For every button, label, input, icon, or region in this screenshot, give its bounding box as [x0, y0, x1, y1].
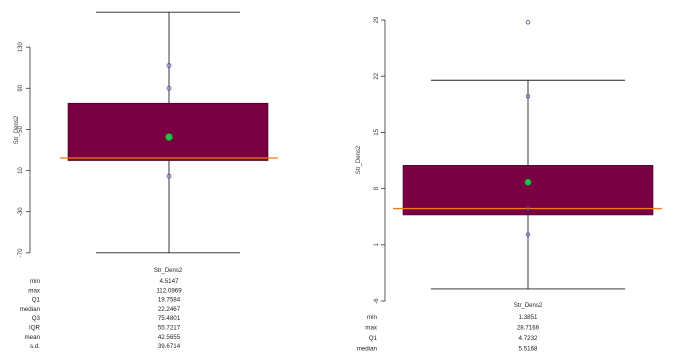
y-tick-label: 15 [374, 128, 380, 135]
data-point-1 [525, 232, 531, 237]
y-tick-label: 50 [18, 125, 24, 132]
stat-label: median [357, 346, 378, 353]
stat-value: 39.6714 [158, 343, 181, 350]
stat-value: 112.0969 [156, 287, 182, 294]
iqr-box-1 [402, 165, 654, 216]
data-point-0 [166, 173, 172, 179]
y-tick-label: 90 [18, 84, 24, 91]
y-tick-label: 22 [374, 72, 380, 79]
y-tick-label: -30 [18, 207, 24, 216]
stat-label: s.d. [30, 343, 40, 350]
y-tick-label: 10 [18, 167, 24, 174]
stat-value: 75.4801 [158, 315, 181, 322]
stat-value: 42.5655 [158, 334, 181, 341]
stat-value: 1.3851 [519, 314, 538, 321]
stat-label: Q3 [32, 315, 41, 322]
data-point-1 [525, 206, 531, 211]
stat-value: 22.2467 [158, 306, 181, 313]
stat-label: median [20, 306, 41, 313]
y-tick-label: 8 [374, 186, 380, 190]
mean-marker-0 [165, 133, 173, 141]
data-point-1 [525, 20, 531, 25]
stat-label: IQR [29, 325, 41, 332]
x-axis-label: Str_Dens2 [514, 303, 543, 309]
stat-value: 19.7584 [158, 297, 181, 304]
data-point-0 [166, 63, 172, 68]
y-tick-label: -70 [18, 248, 24, 257]
stat-value: 55.7217 [158, 325, 181, 332]
y-axis-label: Str_Dens2 [356, 145, 362, 174]
y-axis-label: Str_Dens2 [14, 115, 20, 144]
stat-label: min [367, 314, 378, 321]
iqr-box-0 [67, 102, 269, 161]
y-tick-label: -6 [374, 298, 380, 304]
stat-label: Q1 [369, 335, 378, 342]
x-axis-label: Str_Dens2 [154, 268, 183, 274]
stat-label: max [28, 287, 41, 294]
stat-label: mean [25, 334, 41, 341]
stat-value: 4.7232 [519, 335, 538, 342]
data-point-1 [525, 94, 531, 99]
stat-label: Q1 [32, 297, 41, 304]
stat-label: max [365, 325, 378, 332]
data-point-0 [166, 85, 172, 91]
y-tick-label: 130 [18, 41, 24, 52]
stat-label: min [30, 278, 41, 285]
stat-value: 4.5147 [160, 278, 179, 285]
mean-marker-1 [524, 178, 532, 186]
y-tick-label: 29 [374, 16, 380, 23]
stat-value: 28.7166 [517, 325, 540, 332]
y-tick-label: 1 [374, 243, 380, 247]
stat-value: 5.5168 [519, 346, 538, 353]
